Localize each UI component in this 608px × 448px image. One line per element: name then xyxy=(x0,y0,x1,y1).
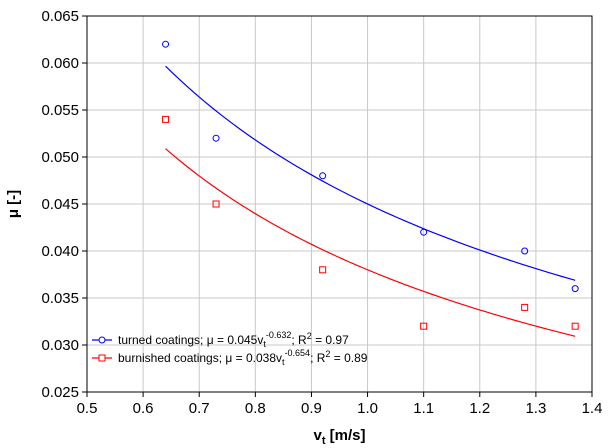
data-point xyxy=(212,134,220,142)
data-point xyxy=(212,200,220,208)
x-axis-label: vt [m/s] xyxy=(313,427,365,447)
x-tick-label: 0.8 xyxy=(245,400,266,417)
y-tick-label: 0.040 xyxy=(41,243,79,260)
y-tick-label: 0.060 xyxy=(41,55,79,72)
x-tick-label: 1.2 xyxy=(469,400,490,417)
legend-marker xyxy=(98,336,106,344)
y-tick-label: 0.050 xyxy=(41,149,79,166)
data-point xyxy=(420,228,428,236)
data-point xyxy=(571,285,579,293)
x-tick-label: 0.9 xyxy=(301,400,322,417)
data-points xyxy=(162,40,579,330)
data-point xyxy=(319,172,327,180)
x-tick-label: 0.7 xyxy=(189,400,210,417)
legend-marker xyxy=(98,354,106,362)
y-tick-label: 0.045 xyxy=(41,196,79,213)
data-point xyxy=(162,40,170,48)
y-tick-label: 0.030 xyxy=(41,337,79,354)
legend-entry: burnished coatings; μ = 0.038vt-0.654; R… xyxy=(118,348,368,367)
data-point xyxy=(521,303,529,311)
data-point xyxy=(420,322,428,330)
fit-curves xyxy=(165,65,576,337)
fit-curve xyxy=(165,65,576,281)
x-tick-label: 1.3 xyxy=(525,400,546,417)
y-tick-label: 0.065 xyxy=(41,8,79,25)
y-tick-label: 0.035 xyxy=(41,290,79,307)
data-point xyxy=(571,322,579,330)
x-tick-label: 1.0 xyxy=(357,400,378,417)
y-tick-label: 0.025 xyxy=(41,384,79,401)
data-point xyxy=(319,266,327,274)
data-point xyxy=(521,247,529,255)
x-tick-label: 1.4 xyxy=(582,400,603,417)
legend-entry: turned coatings; μ = 0.045vt-0.632; R2 =… xyxy=(118,330,349,349)
y-tick-label: 0.055 xyxy=(41,102,79,119)
ticks: 0.5 0.6 0.7 0.8 0.9 1.0 1.1 1.2 1.3 1.4 0.025 0.030… xyxy=(41,8,602,417)
fit-curve xyxy=(165,148,576,337)
y-axis-label: μ [-] xyxy=(5,190,22,218)
legend: turned coatings; μ = 0.045vt-0.632; R2 =… xyxy=(92,330,368,367)
x-tick-label: 1.1 xyxy=(413,400,434,417)
x-tick-label: 0.5 xyxy=(77,400,98,417)
data-point xyxy=(162,115,170,123)
x-tick-label: 0.6 xyxy=(133,400,154,417)
